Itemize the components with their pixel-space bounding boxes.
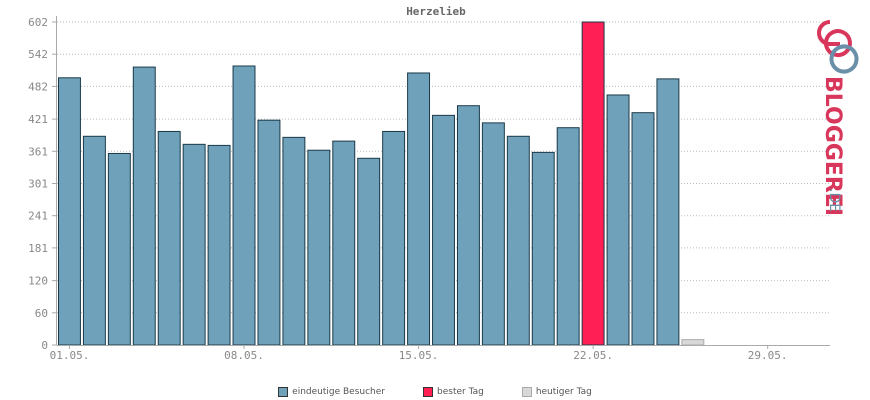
logo-text: BLOGGEREI [820,76,845,216]
bar [506,135,530,346]
y-tick-label: 542 [28,48,48,61]
x-tick-label: 01.05. [50,349,90,362]
bar-today [681,339,705,346]
bar [481,122,505,346]
bar [656,78,680,346]
bar-best-day [581,21,605,346]
bar [182,143,206,346]
legend-label-today: heutiger Tag [535,387,592,397]
chart-title: Herzelieb [406,5,466,18]
legend-swatch-today [521,387,532,397]
bar [232,65,256,346]
x-axis: 01.05. 08.05. 15.05. 22.05. 29.05. [50,16,830,362]
y-tick-label: 120 [28,275,48,288]
legend-swatch-visitors [278,387,289,397]
bar [282,136,306,346]
bar [556,127,580,346]
legend-item-visitors: eindeutige Besucher [278,385,385,399]
y-tick-label: 482 [28,80,48,93]
y-tick-label: 60 [35,307,48,320]
bar [456,105,480,346]
bar [432,114,455,346]
x-tick-label: 15.05. [399,349,439,362]
bar [357,157,381,346]
x-tick-label: 08.05. [224,349,264,362]
y-tick-label: 301 [28,178,48,191]
bar [82,135,106,346]
legend-label-visitors: eindeutige Besucher [292,387,385,397]
bar [157,130,181,346]
logo-suffix: .DE [826,188,842,212]
y-tick-label: 602 [28,16,48,29]
legend: eindeutige Besucher bester Tag heutiger … [0,385,870,399]
y-tick-label: 0 [41,339,48,352]
legend-item-best-day: bester Tag [423,385,484,399]
bloggerei-logo: BLOGGEREI .DE [817,20,859,216]
legend-swatch-best-day [423,387,433,397]
y-tick-label: 241 [28,210,48,223]
bar [107,152,131,346]
bar [382,130,406,346]
legend-item-today: heutiger Tag [521,385,592,399]
bar [132,66,156,346]
y-axis-ticks: 0 60 120 181 241 301 361 421 482 542 602 [28,16,57,352]
bar [631,112,655,346]
logo-mark-icon [817,20,859,74]
bar [257,119,281,346]
bar [531,151,555,346]
legend-label-best-day: bester Tag [437,387,484,397]
bar [606,94,630,346]
bar [332,140,356,346]
bar [407,72,431,346]
bar [207,144,231,346]
y-tick-label: 361 [28,145,48,158]
bar [58,77,81,346]
x-tick-label: 29.05. [748,349,788,362]
x-tick-label: 22.05. [573,349,613,362]
y-tick-label: 181 [28,242,48,255]
bar [307,149,331,346]
y-tick-label: 421 [28,113,48,126]
